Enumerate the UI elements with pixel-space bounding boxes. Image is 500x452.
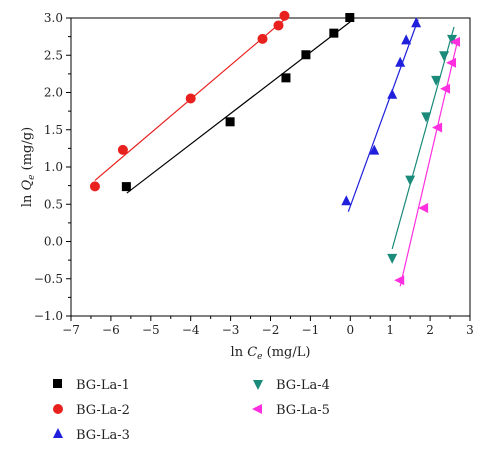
y-tick-label: 1.0: [44, 160, 63, 174]
y-tick-label: 1.5: [44, 123, 63, 137]
y-tick-label: 0.5: [44, 197, 63, 211]
legend-label-bg-la-1: BG-La-1: [76, 378, 130, 393]
point-bg-la-3: [401, 34, 412, 45]
x-tick-label: −5: [142, 323, 160, 337]
legend-label-bg-la-3: BG-La-3: [76, 428, 130, 443]
y-tick-label: 2.5: [44, 48, 63, 62]
y-tick-label: 3.0: [44, 11, 63, 25]
point-bg-la-5: [440, 83, 451, 94]
point-bg-la-3: [369, 144, 380, 155]
x-tick-label: 1: [386, 323, 394, 337]
legend-marker-bg-la-4: [253, 380, 263, 390]
x-tick-label: −7: [62, 323, 80, 337]
fit-lines: [94, 19, 459, 287]
fit-line-bg-la-1: [126, 21, 351, 194]
point-bg-la-4: [439, 51, 450, 62]
legend-marker-bg-la-2: [53, 404, 63, 414]
point-bg-la-4: [387, 253, 398, 264]
x-tick-label: −6: [102, 323, 120, 337]
point-bg-la-1: [225, 117, 235, 127]
x-tick-label: −1: [302, 323, 320, 337]
point-bg-la-1: [281, 73, 291, 83]
fit-line-bg-la-3: [347, 19, 419, 212]
point-bg-la-1: [345, 13, 355, 22]
legend-label-bg-la-4: BG-La-4: [276, 378, 330, 393]
point-bg-la-3: [411, 17, 422, 28]
axes: [66, 17, 471, 321]
legend-label-bg-la-2: BG-La-2: [76, 403, 130, 418]
x-tick-label: −3: [222, 323, 240, 337]
x-tick-label: 2: [426, 323, 434, 337]
legend-marker-bg-la-1: [53, 379, 62, 388]
point-bg-la-2: [89, 181, 100, 192]
point-bg-la-4: [447, 34, 458, 45]
legend: BG-La-1 BG-La-2 BG-La-3 BG-La-4 BG-La-5: [53, 378, 330, 443]
point-bg-la-4: [405, 175, 416, 186]
fit-line-bg-la-4: [391, 26, 455, 250]
point-bg-la-2: [273, 20, 284, 31]
point-bg-la-2: [257, 33, 268, 44]
legend-label-bg-la-5: BG-La-5: [276, 403, 330, 418]
point-bg-la-4: [431, 75, 442, 86]
point-bg-la-5: [418, 202, 429, 213]
point-bg-la-5: [446, 57, 457, 68]
x-tick-label: −4: [182, 323, 200, 337]
point-bg-la-3: [395, 56, 406, 67]
axis-labels: −7 −6 −5 −4 −3 −2 −1 0 1 2 3 −1.0 −0.5 0.0 0.5 1.0 1.5 2.…: [20, 11, 474, 362]
plot-frame: [70, 17, 471, 317]
point-bg-la-2: [117, 144, 128, 155]
point-bg-la-3: [341, 195, 352, 206]
point-bg-la-1: [121, 182, 131, 192]
fit-line-bg-la-5: [399, 38, 459, 287]
point-bg-la-5: [394, 275, 405, 286]
y-tick-label: −0.5: [34, 272, 63, 286]
point-bg-la-5: [450, 36, 461, 47]
point-bg-la-3: [387, 88, 398, 99]
y-tick-label: 2.0: [44, 86, 63, 100]
point-bg-la-5: [432, 122, 443, 133]
y-axis-title: ln Qe (mg/g): [20, 127, 37, 207]
x-axis-title: ln Ce (mg/L): [231, 345, 311, 362]
point-bg-la-2: [279, 10, 290, 21]
x-tick-label: 3: [466, 323, 474, 337]
point-bg-la-1: [329, 28, 339, 38]
point-bg-la-2: [185, 93, 196, 104]
data-markers: [89, 10, 461, 286]
x-tick-label: 0: [346, 323, 354, 337]
point-bg-la-4: [421, 112, 432, 123]
y-tick-label: −1.0: [34, 309, 63, 323]
legend-marker-bg-la-3: [53, 428, 63, 438]
y-tick-label: 0.0: [44, 235, 63, 249]
x-tick-label: −2: [262, 323, 280, 337]
point-bg-la-1: [301, 50, 311, 60]
legend-marker-bg-la-5: [252, 404, 262, 414]
